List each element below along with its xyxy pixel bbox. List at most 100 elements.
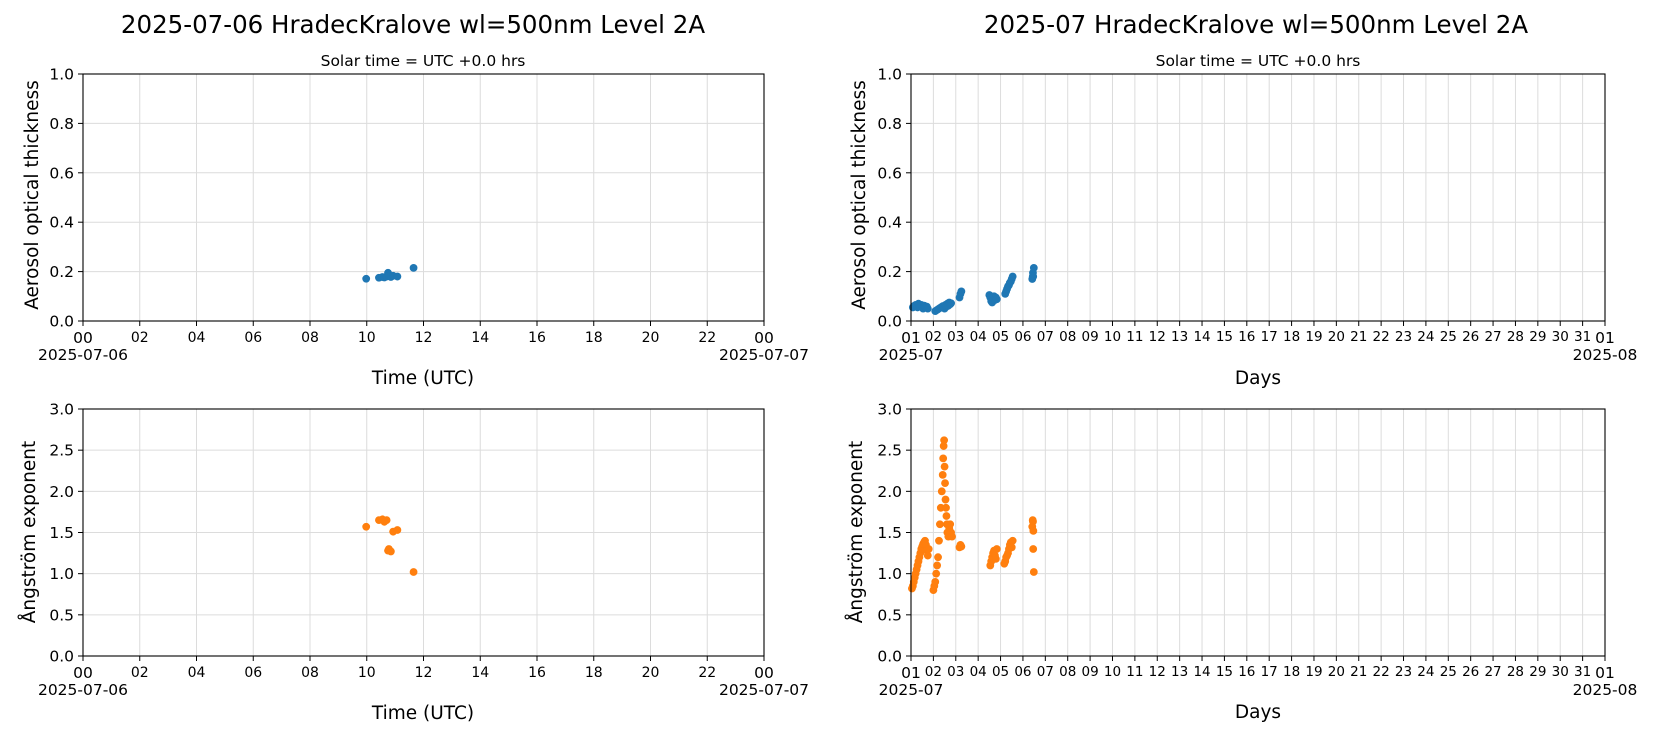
x-tick-label: 26 xyxy=(1462,664,1479,680)
top-right-y-axis-label: Aerosol optical thickness xyxy=(849,80,870,310)
plot-frame xyxy=(910,73,1606,322)
x-tick-label: 18 xyxy=(1283,329,1300,345)
x-tick-label: 22 xyxy=(1373,329,1390,345)
data-point xyxy=(1007,543,1016,552)
data-point xyxy=(940,436,949,445)
data-point xyxy=(409,263,418,272)
y-tick-label: 0.2 xyxy=(49,263,74,281)
x-tick-label: 16 xyxy=(1238,664,1255,680)
x-tick-label: 00 xyxy=(73,664,93,682)
x-tick-label: 12 xyxy=(415,665,433,681)
x-tick-label: 27 xyxy=(1484,664,1501,680)
data-point xyxy=(1008,272,1017,281)
data-point xyxy=(957,287,966,296)
bottom-left-y-axis-label: Ångström exponent xyxy=(18,441,40,624)
data-point xyxy=(1029,272,1038,281)
data-point xyxy=(1029,517,1037,526)
x-tick-label: 30 xyxy=(1552,329,1569,345)
gridlines xyxy=(910,73,1606,322)
gridlines xyxy=(910,408,1606,657)
bottom-left-x-start-date: 2025-07-06 xyxy=(38,681,128,699)
x-tick-label: 13 xyxy=(1171,664,1188,680)
x-tick-label: 06 xyxy=(1014,664,1031,680)
x-tick-label: 10 xyxy=(358,330,376,346)
data-point xyxy=(924,545,933,553)
x-tick-label: 06 xyxy=(1014,329,1031,345)
right-chart-subtitle: Solar time = UTC +0.0 hrs xyxy=(1156,52,1361,70)
x-tick-label: 01 xyxy=(1595,329,1615,347)
data-point xyxy=(1029,263,1038,272)
x-tick-label: 20 xyxy=(1328,329,1345,345)
y-tick-label: 0.6 xyxy=(49,164,74,182)
x-tick-label: 00 xyxy=(73,329,93,347)
x-tick-label: 15 xyxy=(1216,664,1233,680)
y-tick-label: 0.0 xyxy=(877,648,902,666)
x-tick-label: 18 xyxy=(585,330,603,346)
data-point xyxy=(362,522,371,531)
x-tick-label: 02 xyxy=(131,330,149,346)
data-point xyxy=(923,304,932,313)
x-tick-label: 16 xyxy=(528,665,546,681)
left-chart-subtitle: Solar time = UTC +0.0 hrs xyxy=(321,52,526,70)
x-tick-label: 04 xyxy=(188,665,206,681)
x-tick-label: 01 xyxy=(1595,664,1615,682)
x-tick-label: 08 xyxy=(1059,664,1076,680)
x-tick-label: 07 xyxy=(1037,664,1054,680)
y-tick-label: 0.6 xyxy=(877,164,902,182)
x-tick-label: 19 xyxy=(1305,329,1322,345)
x-tick-label: 24 xyxy=(1417,329,1434,345)
y-tick-label: 1.5 xyxy=(49,524,74,542)
x-tick-label: 24 xyxy=(1417,664,1434,680)
data-point xyxy=(923,551,932,560)
x-tick-label: 15 xyxy=(1216,329,1233,345)
y-tick-label: 0.5 xyxy=(49,606,74,624)
top-left-x-start-date: 2025-07-06 xyxy=(38,346,128,364)
y-tick-label: 0.5 xyxy=(877,606,902,624)
x-tick-label: 16 xyxy=(528,330,546,346)
y-tick-label: 2.0 xyxy=(877,483,902,501)
data-point xyxy=(932,569,941,578)
x-tick-label: 06 xyxy=(244,330,262,346)
x-tick-label: 19 xyxy=(1305,664,1322,680)
top-right-x-start-date: 2025-07 xyxy=(879,346,944,364)
x-tick-label: 18 xyxy=(1283,664,1300,680)
data-point xyxy=(935,536,943,545)
x-tick-label: 29 xyxy=(1529,664,1546,680)
x-tick-label: 00 xyxy=(754,664,774,682)
data-point xyxy=(393,272,402,281)
x-tick-label: 02 xyxy=(925,329,942,345)
x-tick-label: 10 xyxy=(358,665,376,681)
x-tick-label: 26 xyxy=(1462,329,1479,345)
x-tick-label: 04 xyxy=(188,330,206,346)
data-point xyxy=(1029,526,1038,535)
bottom-left-x-end-date: 2025-07-07 xyxy=(719,681,809,699)
y-tick-label: 0.8 xyxy=(877,115,902,133)
y-tick-label: 1.0 xyxy=(877,66,902,84)
data-point xyxy=(1029,568,1038,576)
top-right-x-end-date: 2025-08 xyxy=(1573,346,1638,364)
x-tick-label: 03 xyxy=(947,664,964,680)
data-point xyxy=(948,532,956,541)
y-tick-label: 1.0 xyxy=(49,66,74,84)
bottom-right-x-start-date: 2025-07 xyxy=(879,681,944,699)
data-point xyxy=(933,561,942,570)
aod-daily-plot: 0.0 0.2 0.4 0.6 0.8 1.0 00 02 04 06 08 10 12 14 16 18 20… xyxy=(49,66,774,348)
data-point xyxy=(393,526,402,534)
x-tick-label: 06 xyxy=(244,665,262,681)
x-tick-label: 18 xyxy=(585,665,603,681)
x-tick-label: 21 xyxy=(1350,329,1367,345)
x-tick-label: 05 xyxy=(992,329,1009,345)
data-point xyxy=(934,553,942,562)
y-tick-label: 1.0 xyxy=(49,565,74,583)
aod-monthly-plot: 0.00.20.40.60.81.001 02 03 04 05 06 07 08 09 10 11… xyxy=(877,66,1615,348)
x-tick-label: 28 xyxy=(1507,664,1524,680)
y-tick-label: 3.0 xyxy=(49,401,74,419)
top-left-x-axis-label: Time (UTC) xyxy=(371,368,474,389)
y-tick-label: 0.2 xyxy=(877,263,902,281)
x-tick-label: 31 xyxy=(1574,664,1591,680)
x-tick-label: 10 xyxy=(1104,664,1121,680)
y-tick-label: 3.0 xyxy=(877,401,902,419)
y-tick-label: 2.0 xyxy=(49,483,74,501)
gridlines xyxy=(82,73,765,322)
